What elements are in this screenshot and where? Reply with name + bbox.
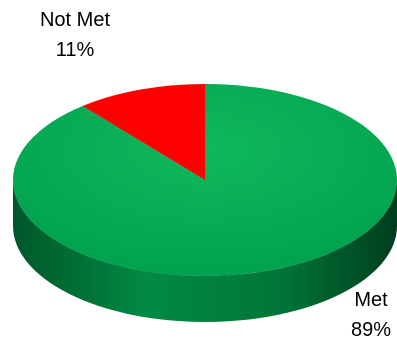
pie-slice-met — [12, 84, 397, 276]
pie-slice-not-met — [82, 84, 205, 180]
title-fragment — [148, 0, 328, 8]
slice-value-not-met: 11% — [56, 39, 95, 61]
pie-side-met — [13, 180, 397, 322]
slice-value-met: 89% — [351, 319, 391, 341]
slice-label-met: Met — [354, 289, 388, 311]
slice-label-not-met: Not Met — [40, 9, 110, 31]
